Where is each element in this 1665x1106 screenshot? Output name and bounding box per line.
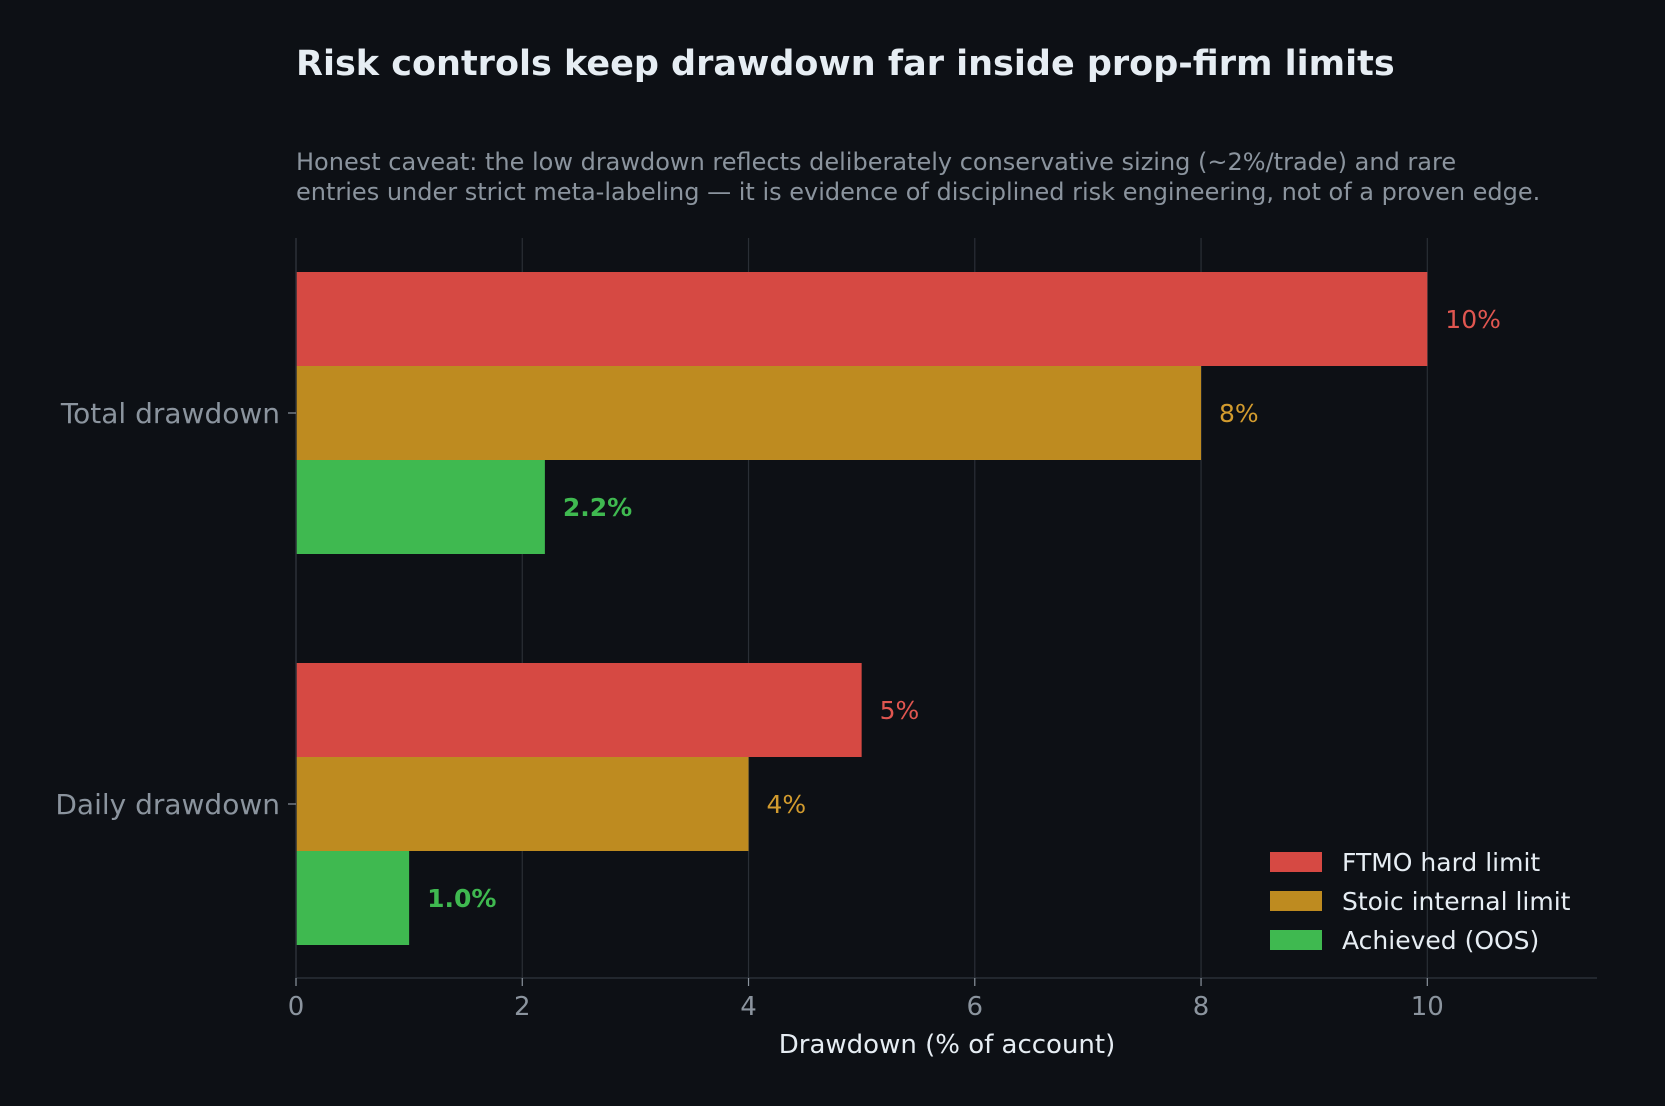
legend: FTMO hard limit Stoic internal limit Achie… bbox=[1270, 848, 1571, 955]
legend-label-0: FTMO hard limit bbox=[1342, 848, 1540, 877]
bar-0-0 bbox=[296, 272, 1428, 366]
y-category-label-1: Daily drawdown bbox=[55, 788, 280, 821]
chart-title: Risk controls keep drawdown far inside p… bbox=[296, 44, 1395, 84]
bar-1-1 bbox=[296, 757, 749, 851]
legend-label-1: Stoic internal limit bbox=[1342, 887, 1571, 916]
bar-value-label-1-2: 1.0% bbox=[427, 884, 496, 913]
axes-layer: 0 2 4 6 8 10 Total drawdown Daily drawdown bbox=[55, 238, 1597, 1022]
y-category-label-0: Total drawdown bbox=[60, 397, 280, 430]
bar-value-label-0-1: 8% bbox=[1219, 399, 1259, 428]
legend-swatch-1 bbox=[1270, 891, 1322, 911]
bar-1-0 bbox=[296, 663, 862, 757]
x-tick-label-8: 8 bbox=[1193, 992, 1210, 1022]
bar-value-label-0-0: 10% bbox=[1445, 305, 1501, 334]
x-tick-label-6: 6 bbox=[967, 992, 984, 1022]
x-axis-label: Drawdown (% of account) bbox=[779, 1030, 1116, 1060]
x-tick-label-4: 4 bbox=[740, 992, 757, 1022]
bar-value-label-1-1: 4% bbox=[767, 790, 807, 819]
x-tick-label-10: 10 bbox=[1411, 992, 1444, 1022]
bar-value-label-1-0: 5% bbox=[880, 696, 920, 725]
bar-1-2 bbox=[296, 851, 410, 945]
legend-swatch-0 bbox=[1270, 852, 1322, 872]
chart-subtitle-line-1: Honest caveat: the low drawdown reflects… bbox=[296, 148, 1456, 176]
bar-0-1 bbox=[296, 366, 1202, 460]
bar-value-label-0-2: 2.2% bbox=[563, 493, 632, 522]
bars-layer: 10% 8% 2.2% 5% 4% 1.0% bbox=[296, 272, 1501, 945]
x-tick-label-0: 0 bbox=[288, 992, 305, 1022]
legend-swatch-2 bbox=[1270, 930, 1322, 950]
bar-0-2 bbox=[296, 460, 545, 554]
x-tick-label-2: 2 bbox=[514, 992, 531, 1022]
legend-label-2: Achieved (OOS) bbox=[1342, 926, 1539, 955]
chart-subtitle-line-2: entries under strict meta-labeling — it … bbox=[296, 178, 1540, 206]
